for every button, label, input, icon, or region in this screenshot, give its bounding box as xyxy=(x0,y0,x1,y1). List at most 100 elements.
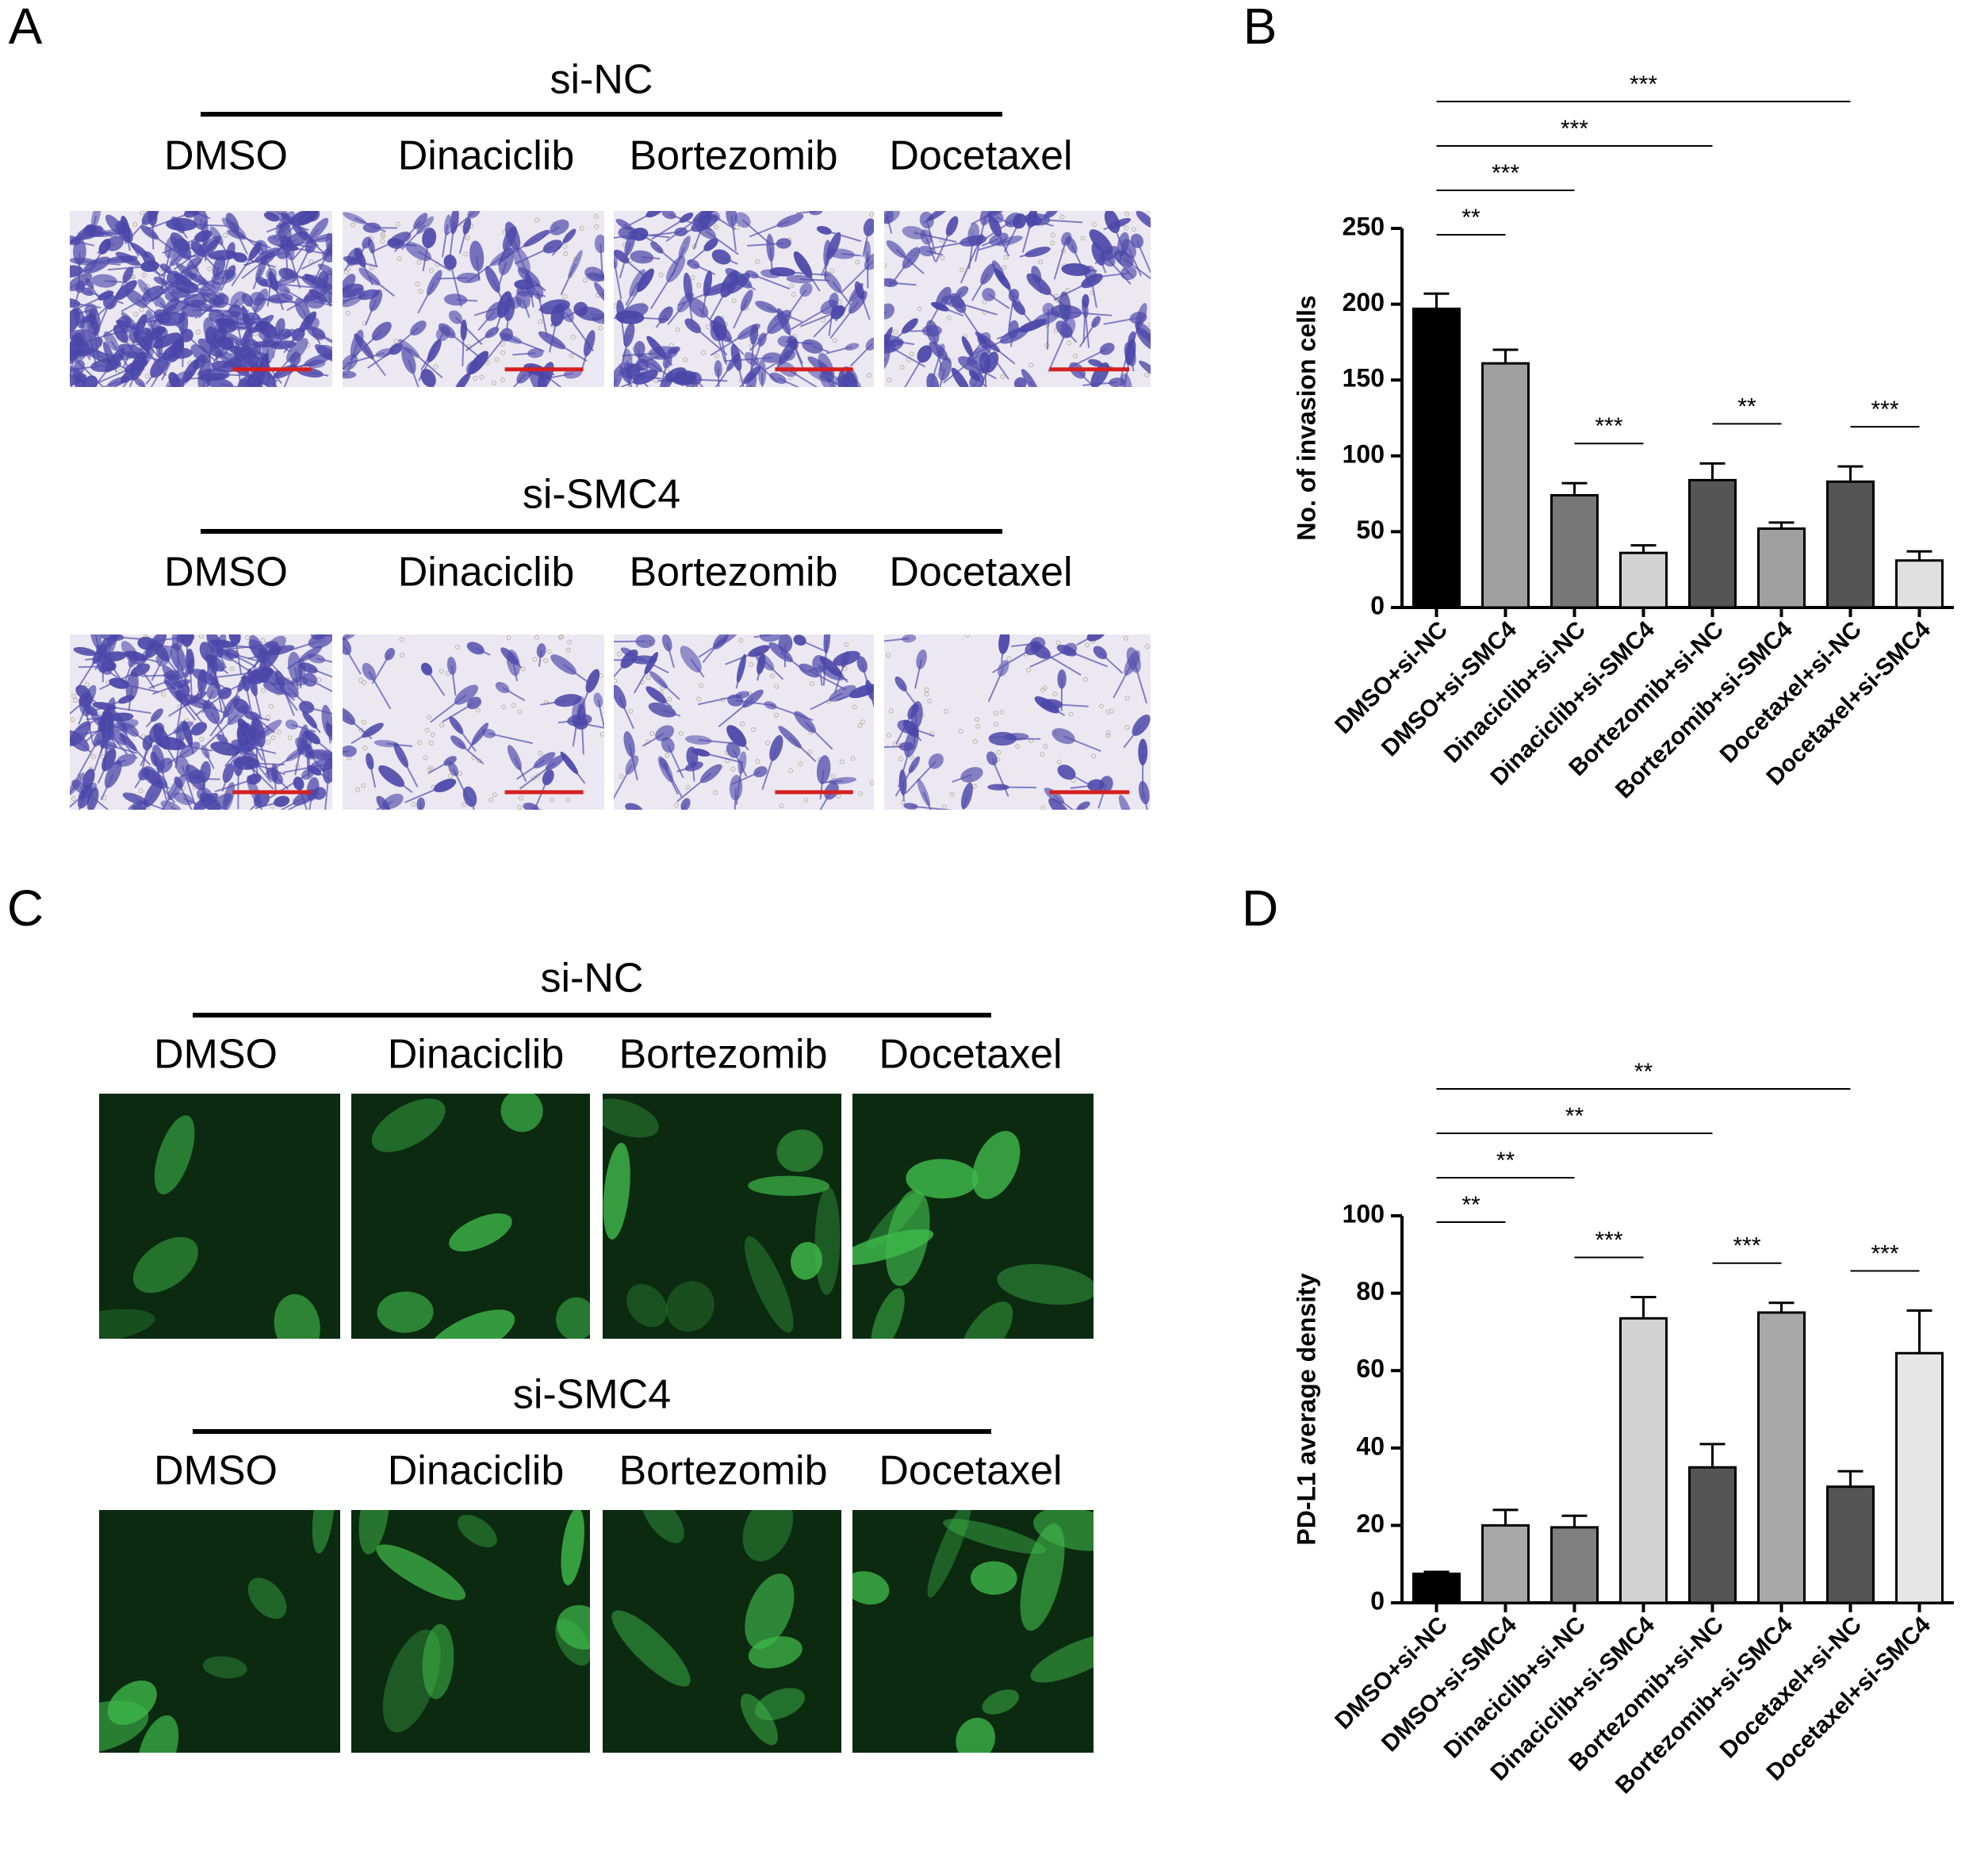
cell-process xyxy=(347,343,358,373)
cell-process xyxy=(841,253,862,257)
cell-process xyxy=(157,757,170,797)
group-title: si-SMC4 xyxy=(513,1372,671,1418)
cell xyxy=(274,1294,320,1339)
cell-process xyxy=(237,343,267,346)
cell-process xyxy=(255,383,259,387)
cell-process xyxy=(1019,251,1038,258)
pore xyxy=(1040,805,1046,810)
cell-process xyxy=(352,259,378,268)
micrograph xyxy=(884,211,1151,387)
cell-process xyxy=(301,232,325,254)
cell-process xyxy=(106,743,138,754)
cell xyxy=(422,1623,454,1700)
cell-process xyxy=(1090,274,1097,309)
cell-process xyxy=(227,326,246,330)
pore xyxy=(855,259,860,265)
cell-process xyxy=(514,757,527,782)
cell-process xyxy=(306,706,332,715)
cell-process xyxy=(884,345,893,351)
pore xyxy=(958,729,963,734)
cell-process xyxy=(400,754,419,788)
cell-process xyxy=(243,728,256,749)
cell-process xyxy=(614,378,618,387)
cell xyxy=(626,1284,668,1328)
pore xyxy=(569,353,574,358)
cell-process xyxy=(663,381,668,387)
pore xyxy=(538,319,543,324)
bar xyxy=(1412,307,1461,609)
cell xyxy=(603,1142,630,1240)
cell-process xyxy=(799,278,829,282)
column-label: Docetaxel xyxy=(879,1448,1062,1494)
pore xyxy=(447,773,453,779)
cell-process xyxy=(642,256,661,260)
cell-process xyxy=(960,240,981,284)
cell-process xyxy=(143,792,155,810)
cell-process xyxy=(932,385,934,387)
cell-process xyxy=(655,314,667,328)
pore xyxy=(887,378,892,383)
pore xyxy=(731,298,737,304)
pore xyxy=(628,708,634,714)
cell-process xyxy=(308,679,332,692)
cell-process xyxy=(786,368,818,387)
cell-process xyxy=(390,775,413,793)
pore xyxy=(696,282,702,288)
cell-process xyxy=(978,240,1010,251)
cell-process xyxy=(622,279,646,312)
cell-process xyxy=(1002,278,1022,305)
cell-process xyxy=(749,385,753,387)
cell-process xyxy=(1146,338,1151,345)
pore xyxy=(491,380,496,385)
cell-process xyxy=(691,384,695,387)
cell-process xyxy=(343,750,349,753)
cell-process xyxy=(312,736,332,755)
pore xyxy=(399,637,404,642)
cell-process xyxy=(202,377,206,387)
pore xyxy=(362,745,368,751)
cell xyxy=(247,1577,287,1619)
pore xyxy=(488,797,494,803)
column-label: DMSO xyxy=(164,550,288,596)
pore xyxy=(428,268,434,274)
cell-process xyxy=(363,346,386,377)
cell-process xyxy=(78,665,109,669)
cell-process xyxy=(200,353,218,370)
significance-label: *** xyxy=(1595,1227,1622,1253)
cell-process xyxy=(1132,660,1147,704)
cell-process xyxy=(1123,258,1151,280)
cell-process xyxy=(162,235,204,255)
cell-process xyxy=(224,747,258,757)
cell-process xyxy=(1125,386,1128,387)
cell-process xyxy=(91,643,106,665)
cell-process xyxy=(515,759,546,780)
cell-process xyxy=(418,350,435,381)
pore xyxy=(940,255,945,261)
cell-process xyxy=(1008,295,1015,327)
significance-label: *** xyxy=(1561,116,1588,142)
cell xyxy=(748,1175,829,1196)
cell-process xyxy=(233,227,259,249)
pore xyxy=(1067,340,1072,346)
cell xyxy=(174,755,190,776)
cell-process xyxy=(329,244,332,260)
cell-process xyxy=(862,227,871,257)
cell-process xyxy=(155,350,174,364)
cell-process xyxy=(783,643,787,668)
cell xyxy=(500,1094,543,1133)
cell-process xyxy=(718,328,728,366)
pore xyxy=(869,212,874,217)
cell-process xyxy=(473,301,515,316)
pore xyxy=(1002,265,1007,270)
bar xyxy=(1619,1317,1668,1604)
cell xyxy=(740,1693,778,1746)
cell xyxy=(1021,369,1039,387)
cell-process xyxy=(172,274,189,289)
cell-process xyxy=(83,260,121,266)
cell-process xyxy=(1009,329,1014,347)
pore xyxy=(924,687,929,692)
column-label: Bortezomib xyxy=(619,1032,828,1078)
cell-process xyxy=(210,711,225,737)
cell xyxy=(358,1510,390,1555)
pore xyxy=(705,324,711,330)
